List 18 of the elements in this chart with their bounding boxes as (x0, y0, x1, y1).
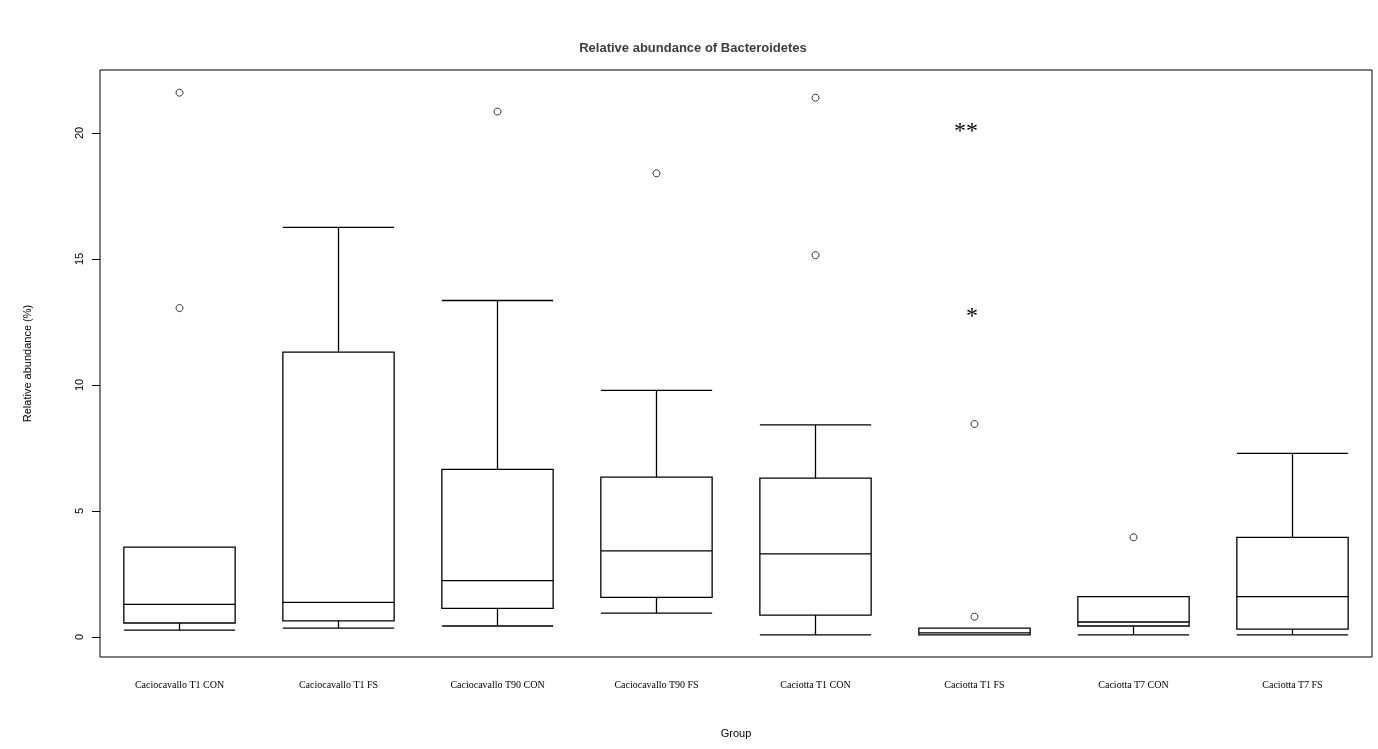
y-tick-label: 0 (72, 633, 85, 640)
y-tick-label: 10 (72, 378, 85, 392)
x-axis-title: Group (720, 726, 752, 739)
x-tick-label: Caciocavallo T1 FS (298, 678, 379, 690)
x-tick-label: Caciotta T1 FS (944, 678, 1005, 690)
x-tick-label: Caciotta T7 CON (1098, 678, 1169, 690)
y-axis-title: Relative abundance (%) (20, 304, 33, 423)
chart-title: Relative abundance of Bacteroidetes (579, 40, 807, 55)
annotation: ** (954, 117, 978, 143)
x-tick-label: Caciocavallo T90 CON (450, 678, 545, 690)
y-tick-label: 15 (72, 252, 85, 266)
y-tick-label: 20 (72, 126, 85, 140)
y-tick-label: 5 (72, 507, 85, 514)
x-tick-label: Caciotta T1 CON (780, 678, 851, 690)
annotation: * (966, 302, 978, 328)
x-tick-label: Caciocavallo T1 CON (134, 678, 225, 690)
x-tick-label: Caciocavallo T90 FS (614, 678, 699, 690)
x-tick-label: Caciotta T7 FS (1262, 678, 1323, 690)
